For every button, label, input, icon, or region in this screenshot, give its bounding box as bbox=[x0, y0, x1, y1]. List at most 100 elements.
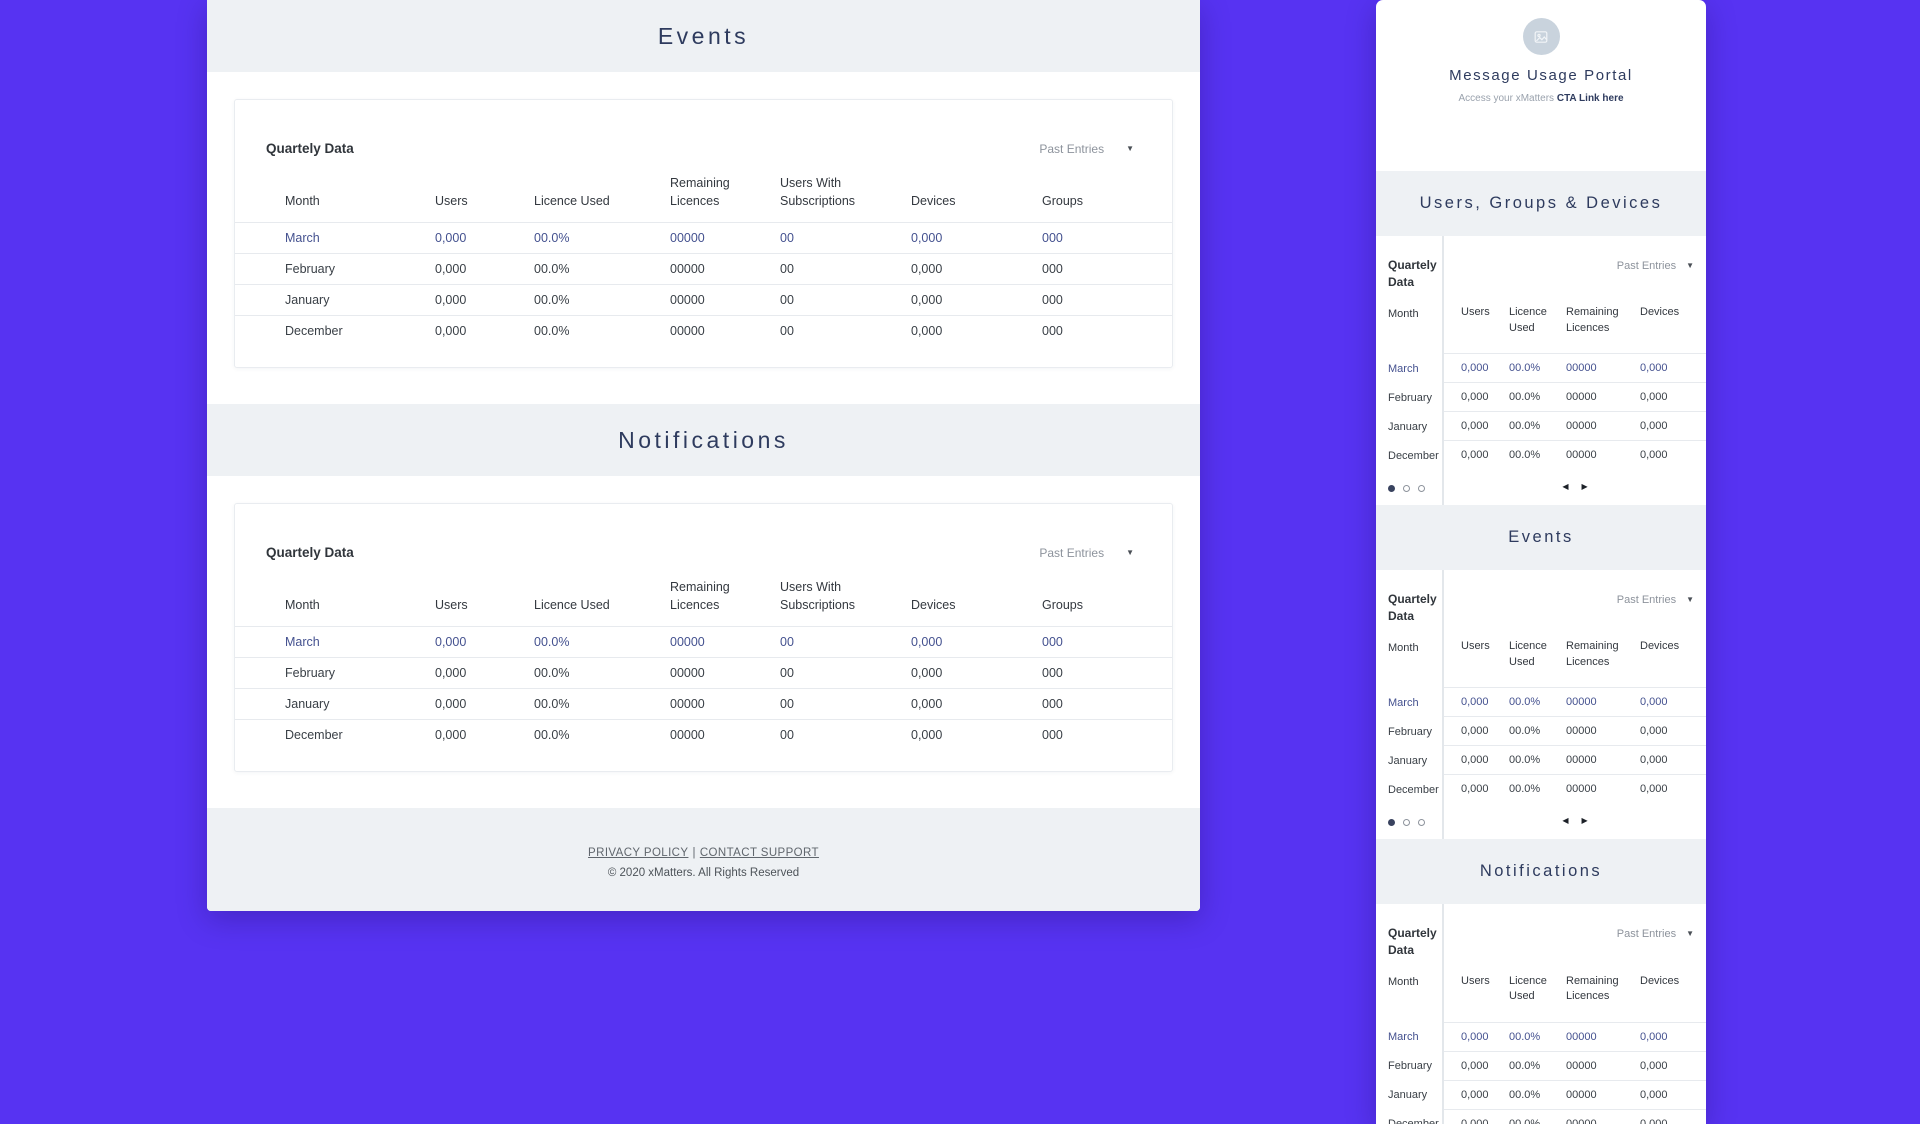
table-row: 0,000 00.0% 00000 0,000 bbox=[1444, 773, 1706, 803]
portal-logo-placeholder bbox=[1522, 18, 1560, 55]
cell-remaining-licences: 00000 bbox=[1566, 1118, 1597, 1124]
table-body: 0,000 00.0% 00000 0,000 0,000 00.0% 0000… bbox=[1444, 352, 1706, 469]
cell-users-with-subscriptions: 00 bbox=[780, 231, 794, 245]
cell-groups: 000 bbox=[1042, 635, 1063, 649]
past-entries-dropdown[interactable]: Past Entries ▼ bbox=[1039, 546, 1134, 560]
carousel-dot[interactable] bbox=[1418, 485, 1425, 492]
cell-users: 0,000 bbox=[1461, 782, 1489, 795]
carousel-prev-button[interactable]: ◀ bbox=[1562, 815, 1569, 825]
section-title: Notifications bbox=[618, 426, 789, 453]
cell-licence-used: 00.0% bbox=[1509, 448, 1541, 461]
table-row: 0,000 00.0% 00000 0,000 bbox=[1444, 352, 1706, 382]
cell-remaining-licences: 00000 bbox=[1566, 1089, 1597, 1101]
cell-users-with-subscriptions: 00 bbox=[780, 262, 794, 276]
footer-links-separator: | bbox=[692, 846, 696, 859]
scrollable-data-columns[interactable]: Past Entries ▼ Users Licence Used Remain… bbox=[1444, 570, 1706, 839]
card-title: Quartely Data bbox=[1388, 592, 1437, 624]
column-header-devices: Devices bbox=[1640, 306, 1680, 319]
carousel-dots bbox=[1388, 470, 1442, 507]
carousel-prev-button[interactable]: ◀ bbox=[1562, 481, 1569, 491]
cell-month: February bbox=[285, 262, 336, 276]
column-header-users: Users bbox=[435, 193, 468, 208]
card-title: Quartely Data bbox=[1388, 926, 1437, 958]
cell-devices: 0,000 bbox=[1640, 1031, 1668, 1043]
table-row: March 0,000 00.0% 00000 00 0,000 000 bbox=[235, 222, 1172, 253]
past-entries-dropdown[interactable]: Past Entries ▼ bbox=[1617, 594, 1694, 606]
cell-devices: 0,000 bbox=[911, 293, 943, 307]
cell-month: January bbox=[1388, 420, 1428, 433]
cell-licence-used: 00.0% bbox=[1509, 1089, 1541, 1101]
cell-remaining-licences: 00000 bbox=[1566, 724, 1597, 737]
cell-devices: 0,000 bbox=[911, 262, 943, 276]
privacy-policy-link[interactable]: PRIVACY POLICY bbox=[588, 846, 689, 859]
carousel-dot[interactable] bbox=[1403, 819, 1410, 826]
carousel-dot[interactable] bbox=[1418, 819, 1425, 826]
cell-users-with-subscriptions: 00 bbox=[780, 728, 794, 742]
section-title: Users, Groups & Devices bbox=[1419, 194, 1663, 212]
cell-devices: 0,000 bbox=[911, 728, 943, 742]
carousel-dot-active[interactable] bbox=[1388, 485, 1395, 492]
cell-devices: 0,000 bbox=[1640, 1060, 1668, 1072]
cell-month: December bbox=[285, 728, 343, 742]
footer-links: PRIVACY POLICY | CONTACT SUPPORT bbox=[588, 847, 819, 859]
cell-users-with-subscriptions: 00 bbox=[780, 293, 794, 307]
cell-users: 0,000 bbox=[1461, 695, 1489, 708]
cell-month: December bbox=[285, 324, 343, 338]
cell-remaining-licences: 00000 bbox=[670, 697, 705, 711]
past-entries-dropdown[interactable]: Past Entries ▼ bbox=[1039, 142, 1134, 156]
cell-month: March bbox=[285, 635, 320, 649]
mobile-page-panel: Message Usage Portal Access your xMatter… bbox=[1376, 0, 1706, 1124]
cell-users: 0,000 bbox=[435, 293, 467, 307]
scrollable-data-columns[interactable]: Past Entries ▼ Users Licence Used Remain… bbox=[1444, 236, 1706, 505]
carousel-dots bbox=[1388, 804, 1442, 841]
cell-groups: 000 bbox=[1042, 324, 1063, 338]
carousel-next-button[interactable]: ▶ bbox=[1581, 481, 1588, 491]
chevron-down-icon: ▼ bbox=[1126, 548, 1134, 557]
cta-link[interactable]: CTA Link here bbox=[1556, 93, 1624, 104]
chevron-down-icon: ▼ bbox=[1686, 929, 1694, 938]
cell-users: 0,000 bbox=[435, 262, 467, 276]
cell-remaining-licences: 00000 bbox=[670, 666, 705, 680]
cell-users: 0,000 bbox=[435, 324, 467, 338]
column-header-groups: Groups bbox=[1042, 193, 1083, 208]
table-row: 0,000 00.0% 00000 0,000 bbox=[1444, 1051, 1706, 1080]
past-entries-dropdown[interactable]: Past Entries ▼ bbox=[1617, 928, 1694, 940]
table-row: January 0,000 00.0% 00000 00 0,000 000 bbox=[235, 688, 1172, 719]
column-header-licence-used: Licence Used bbox=[534, 193, 610, 208]
cell-users-with-subscriptions: 00 bbox=[780, 324, 794, 338]
column-header-remaining-licences: Remaining Licences bbox=[1566, 975, 1619, 1003]
copyright-text: © 2020 xMatters. All Rights Reserved bbox=[607, 866, 800, 879]
cell-users-with-subscriptions: 00 bbox=[780, 697, 794, 711]
dropdown-label: Past Entries bbox=[1616, 928, 1677, 940]
column-header-licence-used: Licence Used bbox=[1509, 975, 1547, 1003]
cell-users: 0,000 bbox=[435, 697, 467, 711]
cell-remaining-licences: 00000 bbox=[670, 231, 705, 245]
portal-title: Message Usage Portal bbox=[1449, 67, 1633, 84]
cell-remaining-licences: 00000 bbox=[670, 324, 705, 338]
past-entries-dropdown[interactable]: Past Entries ▼ bbox=[1617, 260, 1694, 272]
cell-groups: 000 bbox=[1042, 231, 1063, 245]
column-header-month: Month bbox=[285, 597, 320, 612]
carousel-next-button[interactable]: ▶ bbox=[1581, 815, 1588, 825]
cell-remaining-licences: 00000 bbox=[1566, 1031, 1597, 1043]
month-list: March February January December bbox=[1388, 688, 1442, 804]
cell-users: 0,000 bbox=[1461, 361, 1489, 374]
table-row: December 0,000 00.0% 00000 00 0,000 000 bbox=[235, 719, 1172, 750]
scrollable-data-columns[interactable]: Past Entries ▼ Users Licence Used Remain… bbox=[1444, 904, 1706, 1124]
dropdown-label: Past Entries bbox=[1616, 594, 1677, 606]
contact-support-link[interactable]: CONTACT SUPPORT bbox=[699, 846, 819, 859]
dropdown-label: Past Entries bbox=[1616, 260, 1677, 272]
portal-subtitle: Access your xMatters CTA Link here bbox=[1376, 93, 1706, 104]
chevron-down-icon: ▼ bbox=[1126, 144, 1134, 153]
table-row: 0,000 00.0% 00000 0,000 bbox=[1444, 715, 1706, 745]
carousel-dot[interactable] bbox=[1403, 485, 1410, 492]
mobile-header: Message Usage Portal Access your xMatter… bbox=[1376, 0, 1706, 171]
month-list: March February January December bbox=[1388, 1022, 1442, 1124]
cell-devices: 0,000 bbox=[1640, 695, 1668, 708]
table-header-row: Users Licence Used Remaining Licences De… bbox=[1444, 639, 1706, 686]
carousel-dot-active[interactable] bbox=[1388, 819, 1395, 826]
cell-groups: 000 bbox=[1042, 262, 1063, 276]
cell-month: December bbox=[1388, 783, 1439, 796]
dropdown-label: Past Entries bbox=[1039, 546, 1105, 560]
cell-licence-used: 00.0% bbox=[534, 635, 570, 649]
